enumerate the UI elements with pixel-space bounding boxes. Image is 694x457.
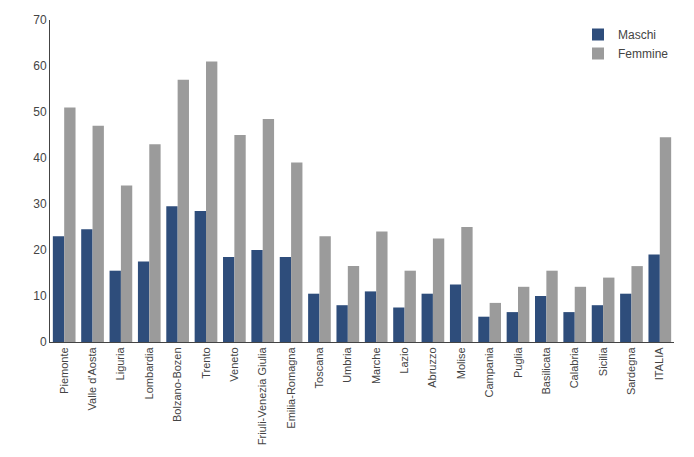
svg-text:Maschi: Maschi	[618, 28, 656, 42]
svg-text:ITALIA: ITALIA	[653, 347, 665, 380]
svg-text:30: 30	[33, 197, 47, 211]
svg-text:20: 20	[33, 243, 47, 257]
svg-text:0: 0	[40, 335, 47, 349]
svg-text:Toscana: Toscana	[313, 347, 325, 389]
svg-text:Femmine: Femmine	[618, 47, 668, 61]
svg-text:Bolzano-Bozen: Bolzano-Bozen	[171, 347, 183, 422]
svg-text:Marche: Marche	[370, 347, 382, 384]
svg-text:60: 60	[33, 59, 47, 73]
svg-text:Puglia: Puglia	[512, 347, 524, 378]
svg-text:Valle d'Aosta: Valle d'Aosta	[86, 347, 98, 411]
svg-text:Trento: Trento	[200, 347, 212, 378]
svg-text:40: 40	[33, 151, 47, 165]
svg-text:50: 50	[33, 105, 47, 119]
svg-text:Lombardia: Lombardia	[143, 347, 155, 400]
svg-text:Emilia-Romagna: Emilia-Romagna	[285, 347, 297, 429]
svg-text:Liguria: Liguria	[114, 347, 126, 381]
svg-text:Sardegna: Sardegna	[625, 347, 637, 396]
svg-text:Umbria: Umbria	[341, 347, 353, 383]
svg-text:Sicilia: Sicilia	[597, 347, 609, 377]
svg-text:Campania: Campania	[483, 347, 495, 398]
svg-text:10: 10	[33, 289, 47, 303]
svg-text:Lazio: Lazio	[398, 347, 410, 373]
svg-text:Veneto: Veneto	[228, 347, 240, 381]
svg-text:Molise: Molise	[455, 347, 467, 379]
svg-text:70: 70	[33, 13, 47, 27]
svg-text:Calabria: Calabria	[568, 347, 580, 389]
svg-text:Friuli-Venezia Giulia: Friuli-Venezia Giulia	[256, 347, 268, 446]
svg-text:Basilicata: Basilicata	[540, 347, 552, 395]
svg-text:Abruzzo: Abruzzo	[426, 347, 438, 387]
svg-text:Piemonte: Piemonte	[58, 347, 70, 393]
